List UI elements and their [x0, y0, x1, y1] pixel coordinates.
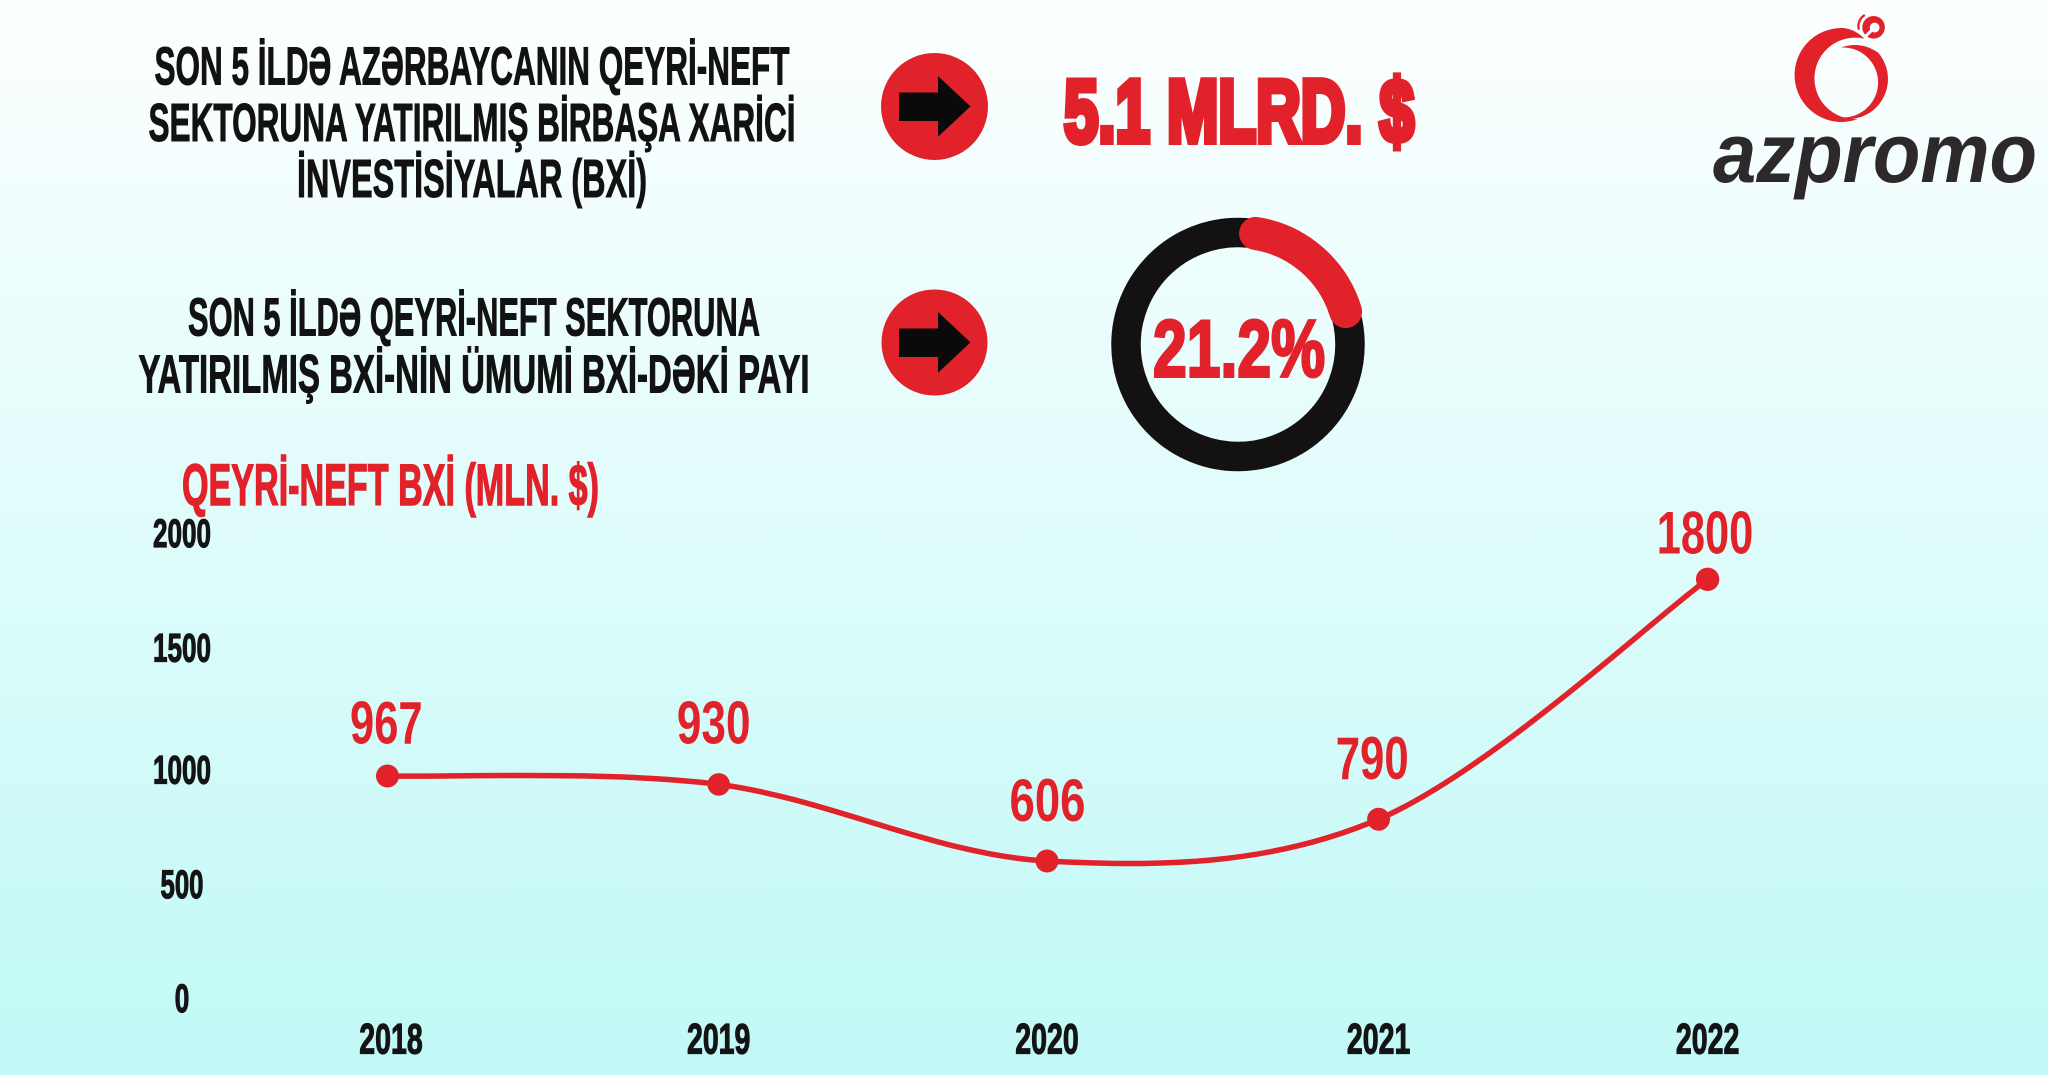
svg-text:21.2%: 21.2%	[1153, 305, 1325, 395]
svg-text:790: 790	[1336, 724, 1409, 792]
svg-text:967: 967	[350, 688, 423, 756]
svg-text:SON 5 İLDƏ AZƏRBAYCANIN QEYRİ-: SON 5 İLDƏ AZƏRBAYCANIN QEYRİ-NEFT	[155, 37, 790, 97]
svg-text:2020: 2020	[1015, 1016, 1079, 1064]
svg-text:2019: 2019	[687, 1016, 751, 1064]
svg-text:İNVESTİSİYALAR (BXİ): İNVESTİSİYALAR (BXİ)	[297, 149, 647, 209]
svg-text:SEKTORUNA YATIRILMIŞ BİRBAŞA X: SEKTORUNA YATIRILMIŞ BİRBAŞA XARİCİ	[149, 93, 796, 153]
svg-text:606: 606	[1010, 766, 1086, 834]
svg-text:500: 500	[161, 863, 204, 907]
svg-text:1800: 1800	[1657, 499, 1754, 567]
svg-text:5.1 MLRD. $: 5.1 MLRD. $	[1064, 62, 1414, 161]
svg-text:azpromo: azpromo	[1713, 106, 2037, 200]
svg-text:1500: 1500	[153, 627, 211, 671]
svg-text:2021: 2021	[1347, 1016, 1411, 1064]
svg-text:2022: 2022	[1676, 1016, 1740, 1064]
svg-text:1000: 1000	[153, 749, 211, 793]
svg-text:2000: 2000	[153, 512, 211, 556]
svg-text:QEYRİ-NEFT BXİ (MLN. $): QEYRİ-NEFT BXİ (MLN. $)	[182, 453, 599, 518]
svg-text:0: 0	[175, 977, 190, 1021]
svg-text:930: 930	[677, 689, 751, 757]
svg-text:SON 5 İLDƏ QEYRİ-NEFT SEKTORUN: SON 5 İLDƏ QEYRİ-NEFT SEKTORUNA	[188, 288, 760, 348]
svg-text:YATIRILMIŞ BXİ-NİN ÜMUMİ BXİ-D: YATIRILMIŞ BXİ-NİN ÜMUMİ BXİ-DƏKİ PAYI	[139, 345, 810, 405]
svg-text:2018: 2018	[359, 1016, 423, 1064]
